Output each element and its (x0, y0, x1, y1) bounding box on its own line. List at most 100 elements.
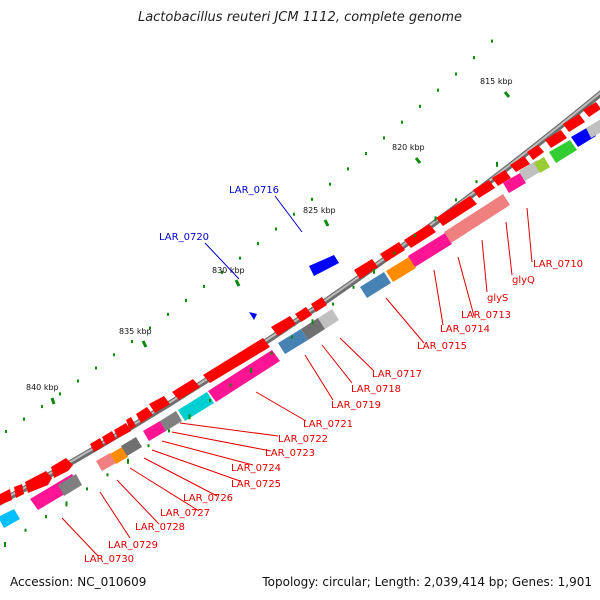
gc-dash (4, 542, 6, 547)
label-LAR_0727: LAR_0727 (160, 508, 210, 519)
gc-dash (45, 515, 47, 519)
label-LAR_0715: LAR_0715 (417, 341, 467, 352)
gc-dot (347, 167, 349, 171)
gc-dot (185, 299, 187, 302)
gc-dash (147, 444, 150, 448)
gc-dot (437, 88, 439, 92)
gc-dot (131, 340, 133, 343)
tick-label-840: 840 kbp (26, 383, 59, 392)
gc-dot (383, 136, 385, 140)
label-LAR_0713: LAR_0713 (461, 310, 511, 321)
tick-label-815: 815 kbp (480, 77, 513, 86)
label-glyQ: glyQ (512, 275, 535, 286)
gc-dot (473, 56, 475, 60)
label-LAR_0717: LAR_0717 (372, 369, 422, 380)
tick-label-835: 835 kbp (119, 327, 152, 336)
gc-dash (393, 251, 396, 255)
map-title: Lactobacillus reuteri JCM 1112, complete… (137, 10, 463, 25)
scale-ticks: 815 kbp 820 kbp 825 kbp 830 kbp 835 kbp … (26, 77, 513, 405)
gc-dot (23, 417, 25, 421)
label-LAR_0723: LAR_0723 (265, 448, 315, 459)
label-LAR_0719: LAR_0719 (331, 400, 381, 411)
label-LAR_0718: LAR_0718 (351, 384, 401, 395)
gc-dot (329, 182, 331, 186)
label-LAR_0724: LAR_0724 (231, 463, 281, 474)
gc-dot (5, 430, 7, 433)
gc-dot (239, 256, 241, 260)
gc-dash (209, 399, 211, 402)
gc-dash (188, 414, 191, 420)
gc-dash (311, 319, 314, 325)
gc-dot (365, 152, 367, 155)
label-LAR_0728: LAR_0728 (135, 522, 185, 533)
gc-dot (221, 270, 223, 274)
summary-text: Topology: circular; Length: 2,039,414 bp… (262, 575, 592, 589)
gc-dash (291, 335, 293, 339)
tick-mark-815 (503, 91, 511, 98)
gc-dot (167, 312, 169, 316)
gc-dot (293, 212, 295, 216)
gc-dash (332, 302, 334, 306)
gc-dash (475, 180, 478, 184)
leader-lines (61, 207, 533, 557)
gene-labels: LAR_0710 glyQ glyS LAR_0713 LAR_0714 LAR… (84, 259, 583, 565)
gc-dash (496, 161, 498, 167)
gc-dash (86, 487, 88, 491)
gc-dash (414, 234, 416, 237)
label-LAR_0726: LAR_0726 (183, 493, 233, 504)
gc-dot (401, 120, 403, 124)
tick-mark-835 (141, 340, 148, 348)
gc-dash (434, 216, 437, 222)
tick-mark-830 (234, 279, 241, 287)
label-LAR_0729: LAR_0729 (108, 540, 158, 551)
label-LAR_0710: LAR_0710 (533, 259, 583, 270)
gc-dot (95, 366, 97, 370)
gc-dot (419, 104, 421, 108)
gene-LAR_0716 (309, 255, 339, 276)
accession-text: Accession: NC_010609 (10, 575, 147, 589)
gc-dash (229, 383, 232, 387)
gc-dash (270, 351, 273, 355)
label-LAR_0716: LAR_0716 (229, 185, 279, 196)
gc-dash (250, 367, 252, 373)
label-LAR_0722: LAR_0722 (278, 434, 328, 445)
leader-lines-blue (204, 195, 303, 280)
gc-dot (59, 392, 61, 396)
reverse-genes (249, 255, 339, 320)
tick-label-830: 830 kbp (212, 266, 245, 275)
gc-dot (203, 285, 205, 288)
gc-dash (168, 429, 170, 433)
gene-labels-blue: LAR_0716 LAR_0720 (159, 185, 279, 243)
tick-mark-820 (414, 157, 422, 164)
label-glyS: glyS (487, 293, 508, 304)
gc-dash (65, 501, 68, 507)
gc-dash (106, 473, 109, 477)
label-LAR_0721: LAR_0721 (303, 419, 353, 430)
gc-dot (41, 405, 43, 409)
label-LAR_0720: LAR_0720 (159, 232, 209, 243)
gc-dot (113, 353, 115, 357)
tick-mark-825 (323, 219, 330, 227)
gc-dot (257, 242, 259, 246)
gc-dot (77, 379, 79, 383)
tick-mark-840 (50, 397, 56, 405)
gc-dot (149, 326, 151, 330)
tick-label-820: 820 kbp (392, 143, 425, 152)
gc-dot (275, 227, 277, 231)
gc-dash (24, 528, 27, 532)
cog-genes (0, 119, 600, 528)
gene-LAR_0720 (249, 312, 257, 320)
tick-label-825: 825 kbp (303, 206, 336, 215)
gc-dot (311, 197, 313, 201)
gc-dash (373, 268, 375, 274)
gc-dot (455, 72, 457, 76)
forward-genes (0, 102, 600, 505)
label-LAR_0725: LAR_0725 (231, 479, 281, 490)
gc-dot (491, 39, 493, 43)
gc-dash (127, 458, 129, 464)
label-LAR_0714: LAR_0714 (440, 324, 490, 335)
gc-dash (352, 285, 355, 289)
label-LAR_0730: LAR_0730 (84, 554, 134, 565)
